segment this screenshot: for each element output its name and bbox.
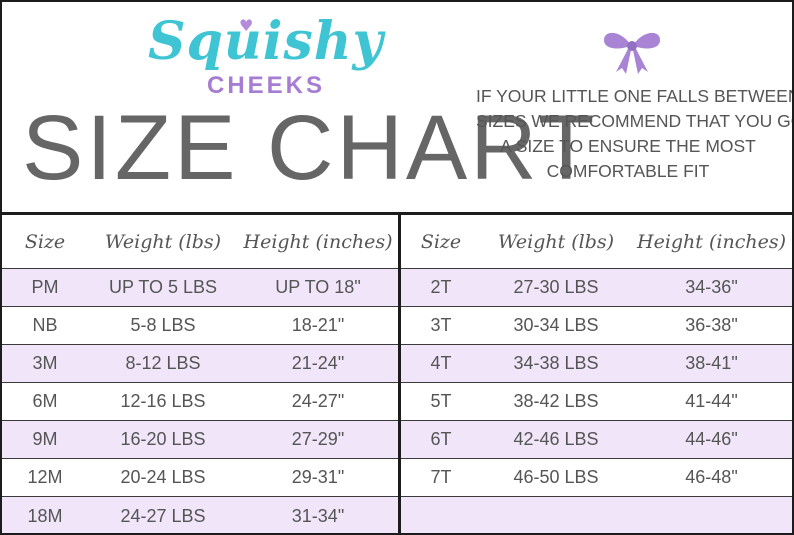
height-cell: 18-21" (291, 315, 345, 335)
table-row: 3T 30-34 LBS 36-38" (401, 307, 792, 345)
weight-cell: 42-46 LBS (513, 429, 599, 449)
sizing-advice: IF YOUR LITTLE ONE FALLS BETWEEN SIZES W… (476, 84, 794, 184)
table-header-row: Size Weight (lbs) Height (inches) (2, 215, 398, 269)
table-row: 2T 27-30 LBS 34-36" (401, 269, 792, 307)
size-cell: 9M (32, 429, 58, 449)
table-header-row: Size Weight (lbs) Height (inches) (401, 215, 792, 269)
bow-icon (604, 32, 660, 74)
height-cell: 29-31" (291, 467, 345, 487)
size-cell: NB (32, 315, 58, 335)
table-row (401, 497, 792, 533)
weight-cell: 12-16 LBS (120, 391, 206, 411)
table-row: 7T 46-50 LBS 46-48" (401, 459, 792, 497)
infant-size-table: Size Weight (lbs) Height (inches) PM UP … (2, 215, 398, 533)
toddler-size-table: Size Weight (lbs) Height (inches) 2T 27-… (398, 215, 792, 533)
weight-cell: 27-30 LBS (513, 277, 599, 297)
size-cell: 2T (430, 277, 452, 297)
weight-cell: 24-27 LBS (120, 505, 206, 526)
height-cell: 21-24" (291, 353, 345, 373)
weight-cell: UP TO 5 LBS (108, 277, 218, 297)
header: Squishy ♥ CHEEKS SIZE CHART IF YOUR LITT… (2, 2, 792, 210)
size-cell: PM (31, 277, 59, 297)
table-row: 18M 24-27 LBS 31-34" (2, 497, 398, 533)
header-size: Size (24, 230, 66, 253)
table-row: 6T 42-46 LBS 44-46" (401, 421, 792, 459)
table-row: 6M 12-16 LBS 24-27" (2, 383, 398, 421)
note-line: IF YOUR LITTLE ONE FALLS BETWEEN (476, 86, 794, 106)
table-row: 12M 20-24 LBS 29-31" (2, 459, 398, 497)
height-cell: 27-29" (291, 429, 345, 449)
table-row: PM UP TO 5 LBS UP TO 18" (2, 269, 398, 307)
table-row: 3M 8-12 LBS 21-24" (2, 345, 398, 383)
header-height: Height (inches) (637, 230, 786, 253)
table-row: 9M 16-20 LBS 27-29" (2, 421, 398, 459)
weight-cell: 5-8 LBS (130, 315, 196, 335)
size-cell: 4T (430, 353, 452, 373)
height-cell: 34-36" (685, 277, 738, 297)
size-cell: 3M (32, 353, 58, 373)
size-cell: 5T (430, 391, 452, 411)
height-cell: 44-46" (685, 429, 738, 449)
height-cell: 36-38" (685, 315, 738, 335)
height-cell: 24-27" (291, 391, 345, 411)
weight-cell: 8-12 LBS (125, 353, 201, 373)
table-row: 5T 38-42 LBS 41-44" (401, 383, 792, 421)
header-size: Size (420, 230, 462, 253)
size-cell: 18M (27, 505, 63, 526)
table-row: 4T 34-38 LBS 38-41" (401, 345, 792, 383)
size-cell: 3T (430, 315, 452, 335)
weight-cell: 20-24 LBS (120, 467, 206, 487)
page-title: SIZE CHART (22, 97, 598, 199)
weight-cell: 34-38 LBS (513, 353, 599, 373)
table-row: NB 5-8 LBS 18-21" (2, 307, 398, 345)
height-cell: 46-48" (685, 467, 738, 487)
weight-cell: 30-34 LBS (513, 315, 599, 335)
heart-icon: ♥ (239, 16, 254, 35)
brand-subtitle: CHEEKS (207, 72, 326, 99)
height-cell: 41-44" (685, 391, 738, 411)
note-line: SIZES WE RECOMMEND THAT YOU GO UP (476, 111, 792, 131)
height-cell: UP TO 18" (275, 277, 361, 297)
header-height: Height (inches) (243, 230, 393, 253)
size-tables: Size Weight (lbs) Height (inches) PM UP … (2, 212, 792, 533)
note-line: COMFORTABLE FIT (546, 161, 710, 181)
weight-cell: 16-20 LBS (120, 429, 206, 449)
weight-cell: 38-42 LBS (513, 391, 599, 411)
size-cell: 6M (32, 391, 58, 411)
size-cell: 7T (430, 467, 452, 487)
size-cell: 12M (27, 467, 63, 487)
note-line: A SIZE TO ENSURE THE MOST (500, 136, 756, 156)
header-weight: Weight (lbs) (497, 230, 615, 253)
size-cell: 6T (430, 429, 452, 449)
weight-cell: 46-50 LBS (513, 467, 599, 487)
brand-logo: Squishy (148, 11, 384, 72)
header-weight: Weight (lbs) (104, 230, 222, 253)
height-cell: 31-34" (291, 505, 345, 526)
height-cell: 38-41" (685, 353, 738, 373)
